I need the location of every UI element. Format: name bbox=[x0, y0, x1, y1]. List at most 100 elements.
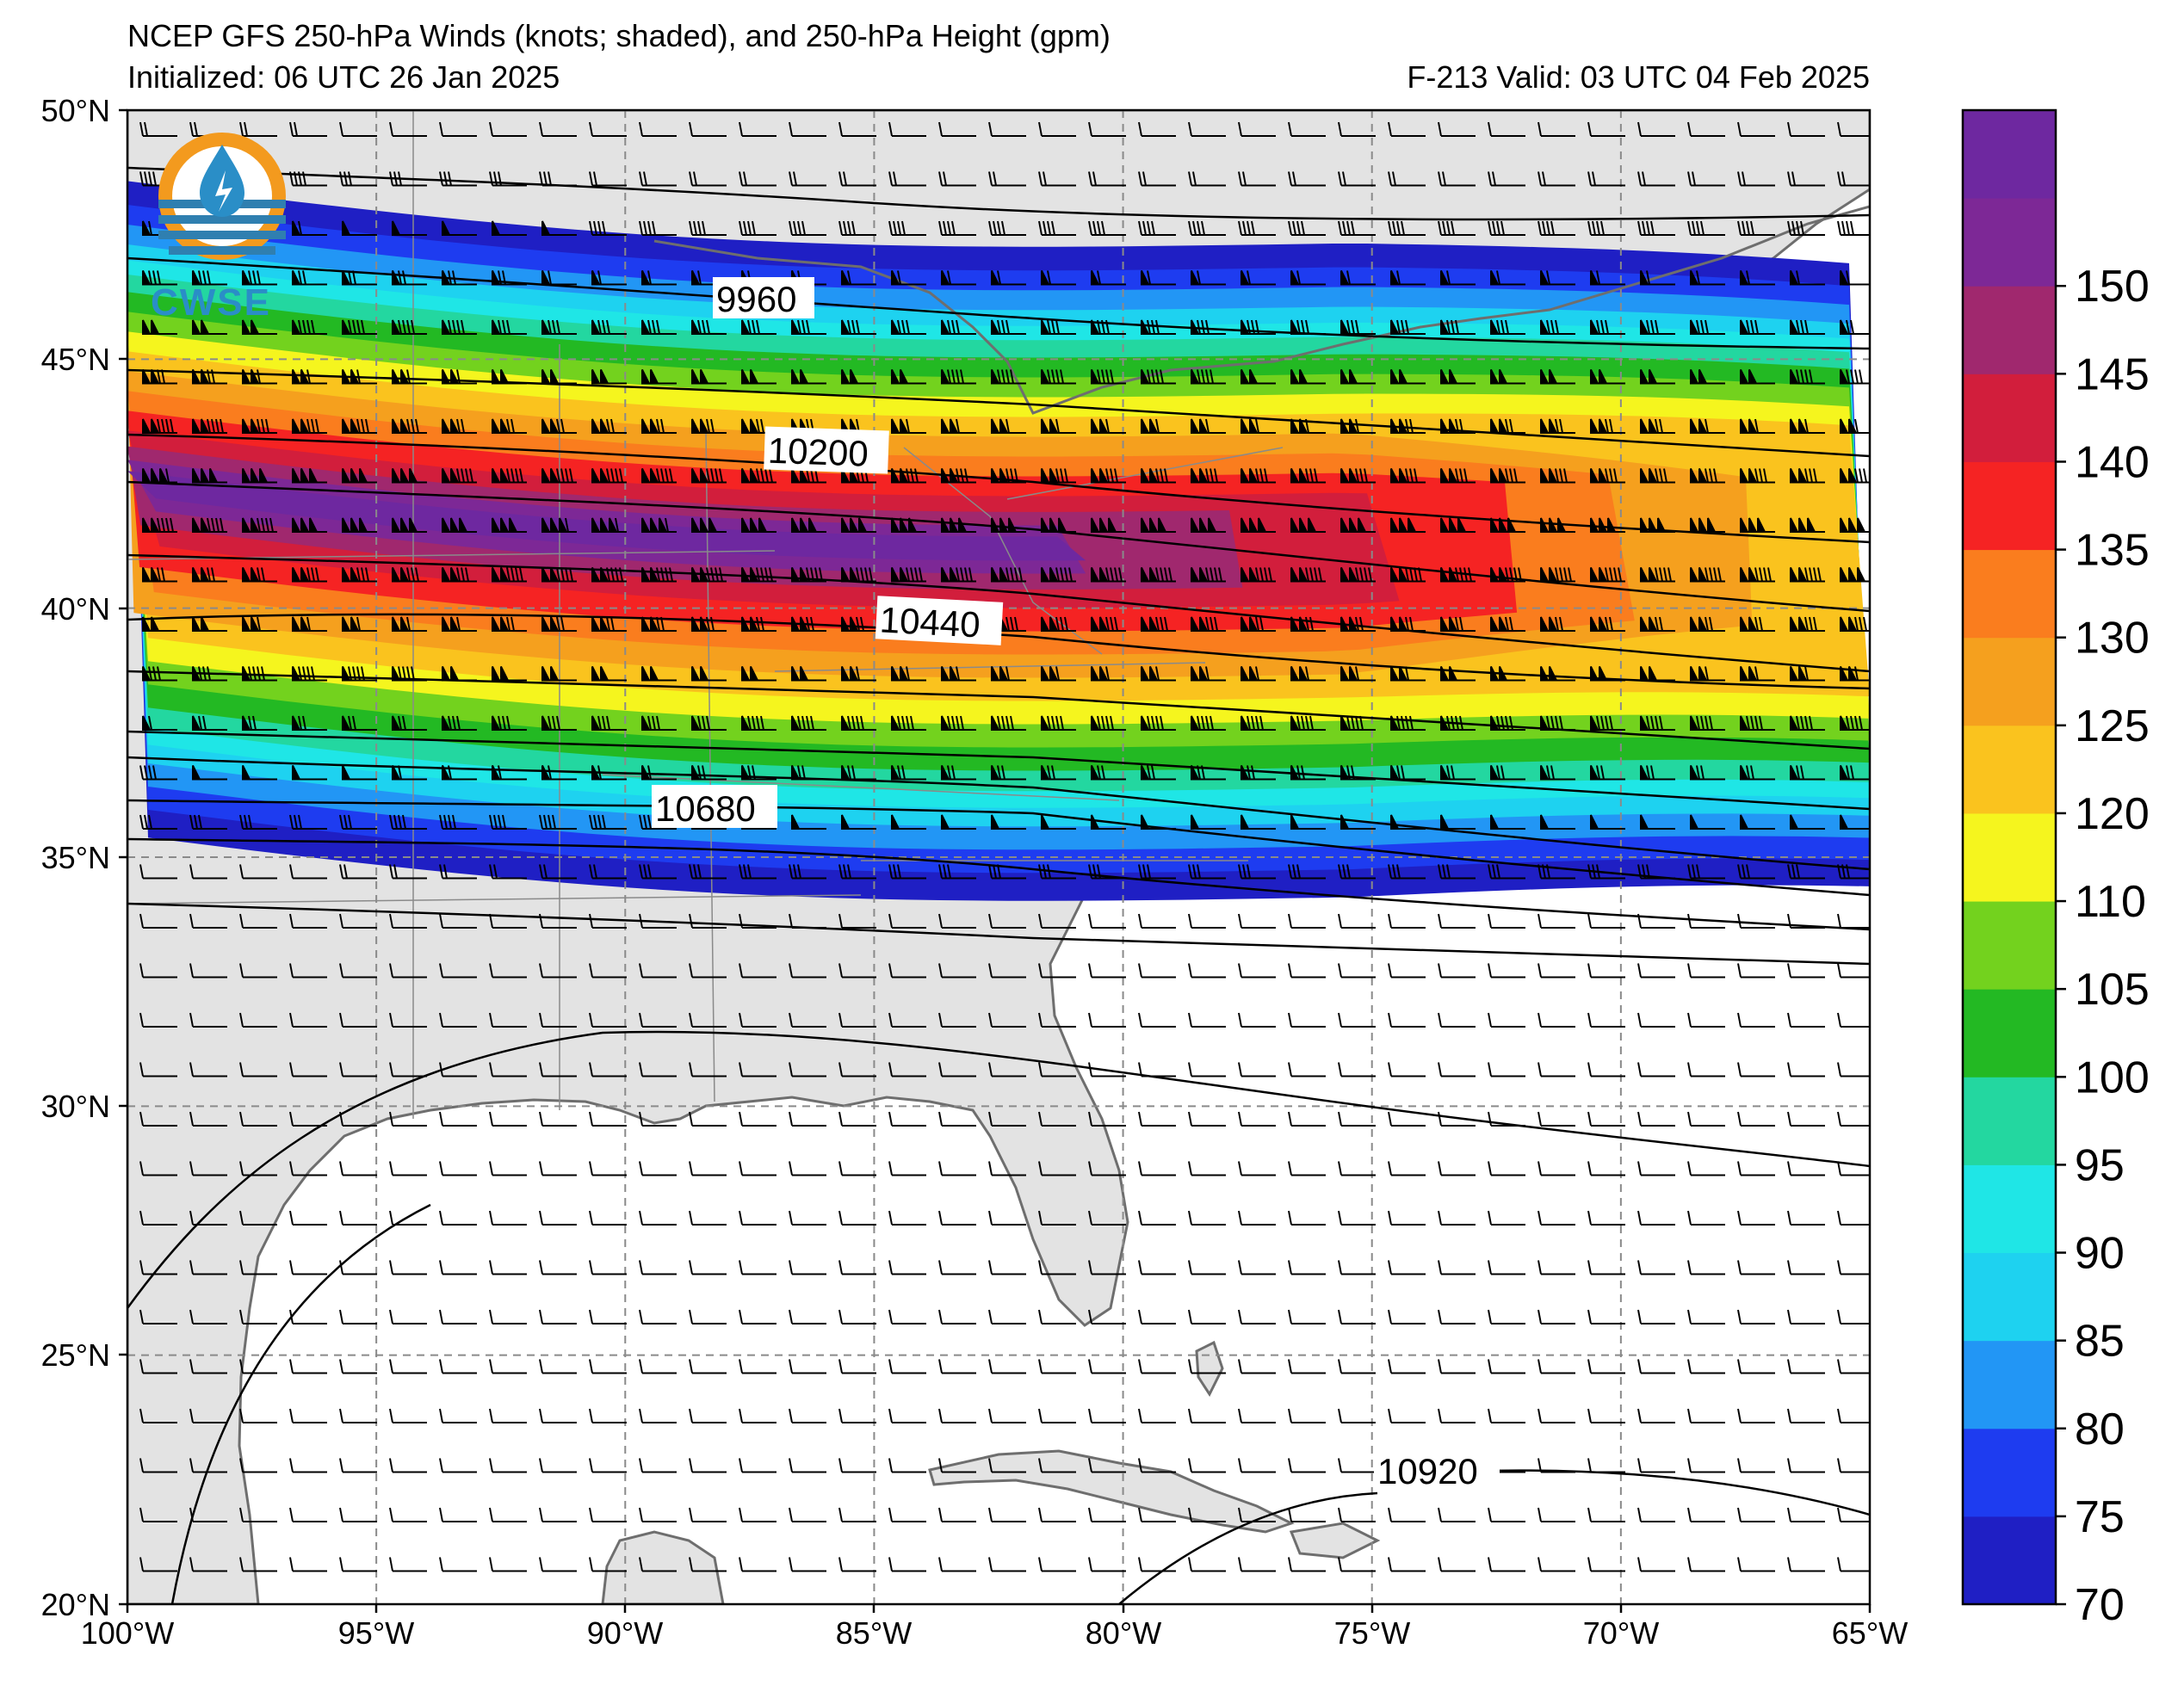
wind-barb bbox=[1290, 270, 1326, 286]
wind-barb bbox=[339, 1458, 377, 1473]
wind-barb bbox=[492, 369, 527, 385]
wind-barb bbox=[1290, 517, 1326, 533]
wind-barb bbox=[589, 1557, 627, 1572]
wind-barb bbox=[639, 1507, 677, 1522]
wind-barb bbox=[1388, 913, 1426, 929]
wind-barb bbox=[991, 814, 1026, 830]
wind-barb bbox=[389, 814, 427, 830]
wind-barb bbox=[838, 220, 876, 236]
map-panel bbox=[127, 110, 1870, 1604]
wind-barb bbox=[1141, 418, 1176, 434]
wind-barb bbox=[1188, 121, 1226, 137]
colorbar-label: 100 bbox=[2075, 1053, 2150, 1102]
wind-barb bbox=[1240, 517, 1276, 533]
wind-barb bbox=[541, 715, 577, 731]
wind-barb bbox=[1238, 1012, 1276, 1028]
wind-barb bbox=[1790, 270, 1825, 286]
wind-barb bbox=[841, 270, 876, 286]
wind-barb bbox=[189, 1309, 227, 1324]
wind-barb bbox=[539, 1111, 577, 1127]
wind-barb bbox=[1240, 616, 1276, 632]
wind-barb bbox=[189, 1557, 227, 1572]
colorbar-swatch bbox=[1963, 461, 2056, 551]
wind-barb bbox=[142, 715, 177, 731]
wind-barb bbox=[1238, 1062, 1276, 1077]
wind-barb bbox=[1288, 171, 1326, 187]
wind-barb bbox=[1188, 1062, 1226, 1077]
wind-barb bbox=[1238, 1210, 1276, 1226]
wind-barb bbox=[1338, 171, 1376, 187]
wind-barb bbox=[1440, 517, 1476, 533]
wind-barb bbox=[589, 1507, 627, 1522]
colorbar-swatches bbox=[1963, 110, 2056, 1605]
wind-barb bbox=[442, 715, 477, 731]
wind-barb bbox=[1787, 913, 1825, 929]
wind-barb bbox=[1338, 1210, 1376, 1226]
wind-barb bbox=[1038, 1210, 1076, 1226]
wind-barb bbox=[1590, 765, 1625, 781]
cwse-logo: CWSE bbox=[151, 133, 286, 324]
wind-barb bbox=[689, 1309, 727, 1324]
wind-barb bbox=[1488, 1359, 1525, 1374]
wind-barb bbox=[492, 567, 527, 583]
wind-barb bbox=[591, 765, 627, 781]
wind-barb bbox=[589, 1260, 627, 1275]
wind-barb bbox=[841, 765, 876, 781]
wind-barb bbox=[1537, 1012, 1575, 1028]
wind-barb bbox=[739, 1557, 776, 1572]
colorbar-swatch bbox=[1963, 1164, 2056, 1254]
wind-barb bbox=[1637, 1111, 1675, 1127]
wind-barb bbox=[1290, 319, 1326, 335]
wind-barb bbox=[689, 913, 727, 929]
wind-barb bbox=[938, 913, 976, 929]
wind-barb bbox=[891, 270, 926, 286]
wind-barb bbox=[289, 1161, 327, 1176]
wind-barb bbox=[689, 171, 727, 187]
wind-barb bbox=[289, 171, 327, 187]
wind-barb bbox=[941, 666, 976, 682]
wind-barb bbox=[1737, 1161, 1775, 1176]
wind-barb bbox=[541, 468, 577, 484]
wind-barb bbox=[489, 1062, 527, 1077]
wind-barb bbox=[641, 468, 677, 484]
wind-barb bbox=[1288, 963, 1326, 979]
wind-barb bbox=[539, 1012, 577, 1028]
wind-barb bbox=[1587, 171, 1625, 187]
wind-barb bbox=[991, 468, 1026, 484]
wind-barb bbox=[1540, 666, 1575, 682]
wind-barb bbox=[991, 765, 1026, 781]
wind-barb bbox=[1687, 121, 1725, 137]
wind-barb bbox=[789, 1458, 826, 1473]
wind-barb bbox=[442, 616, 477, 632]
wind-barb bbox=[541, 319, 577, 335]
wind-barb bbox=[1440, 418, 1476, 434]
wind-barb bbox=[339, 121, 377, 137]
wind-barb bbox=[1388, 1161, 1426, 1176]
wind-barb bbox=[891, 765, 926, 781]
wind-barb bbox=[838, 913, 876, 929]
wind-barb bbox=[1340, 567, 1376, 583]
wind-barb bbox=[239, 1161, 277, 1176]
wind-barb bbox=[938, 1161, 976, 1176]
wind-barb bbox=[1238, 1458, 1276, 1473]
wind-barb bbox=[1790, 369, 1825, 385]
wind-barb bbox=[292, 220, 327, 236]
wind-barb bbox=[492, 765, 527, 781]
lat-tick-label: 30°N bbox=[41, 1089, 110, 1124]
wind-barb bbox=[142, 418, 177, 434]
wind-barb bbox=[541, 517, 577, 533]
wind-barb bbox=[1488, 1557, 1525, 1572]
lon-tick-label: 65°W bbox=[1832, 1615, 1908, 1651]
wind-barb bbox=[139, 864, 177, 880]
wind-barb bbox=[1640, 567, 1675, 583]
contour-10260 bbox=[127, 480, 1870, 613]
wind-barb bbox=[689, 1408, 727, 1423]
wind-barb bbox=[641, 666, 677, 682]
wind-barb bbox=[289, 1210, 327, 1226]
wind-barb bbox=[791, 715, 826, 731]
wind-barb bbox=[339, 864, 377, 880]
wind-barb bbox=[1590, 814, 1625, 830]
wind-barb bbox=[841, 567, 876, 583]
wind-barb bbox=[1091, 418, 1126, 434]
wind-barb bbox=[589, 220, 627, 236]
